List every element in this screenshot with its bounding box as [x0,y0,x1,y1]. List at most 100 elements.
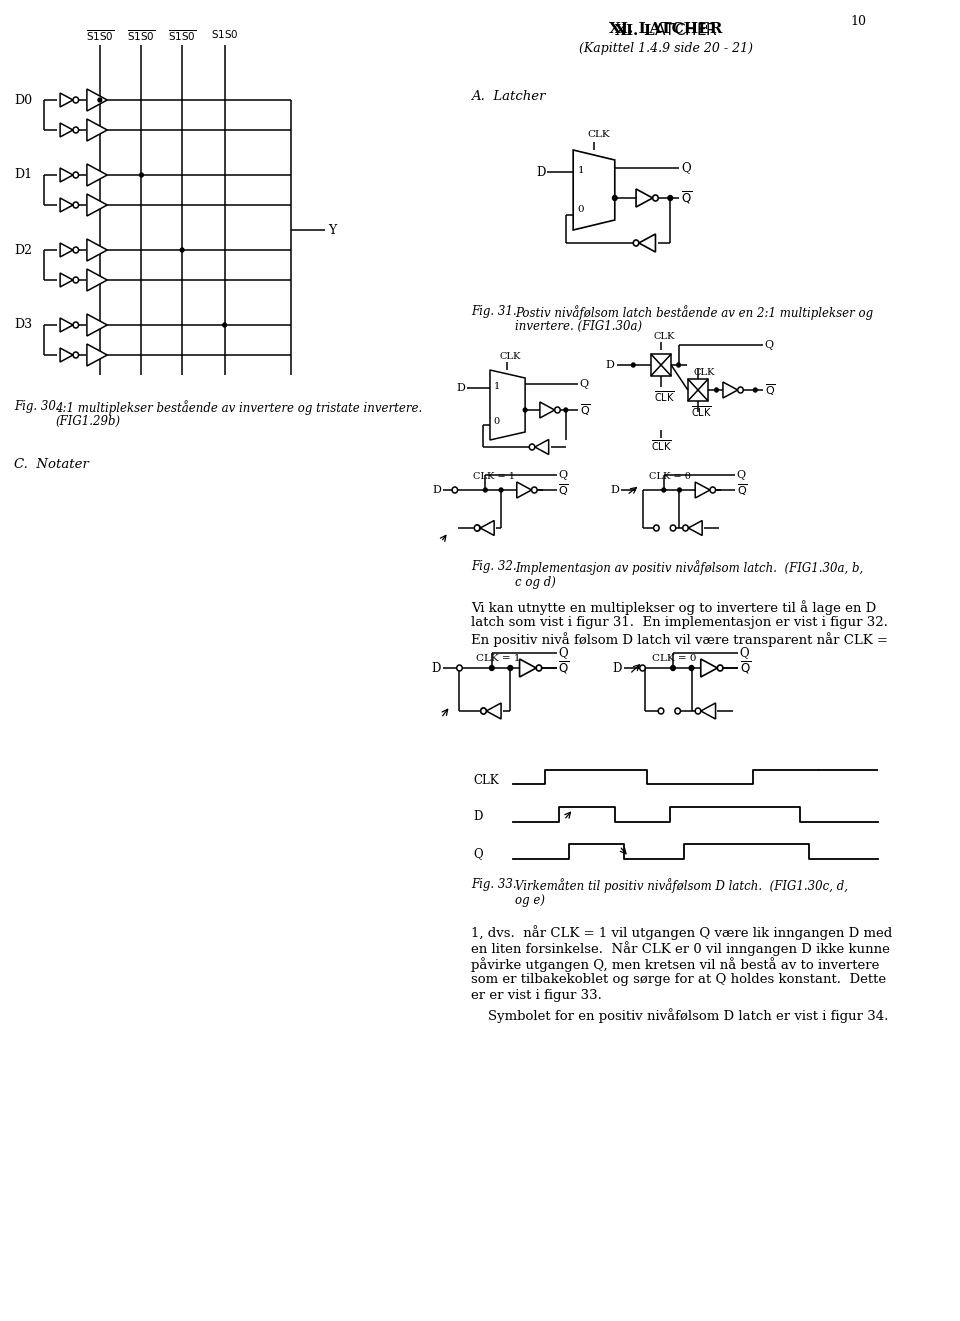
Text: som er tilbakekoblet og sørge for at Q holdes konstant.  Dette: som er tilbakekoblet og sørge for at Q h… [471,974,887,985]
Polygon shape [87,89,108,111]
Circle shape [532,487,538,493]
Circle shape [639,664,645,671]
Polygon shape [87,239,108,262]
Text: Fig. 30.: Fig. 30. [13,400,60,413]
Circle shape [710,487,715,493]
Text: Fig. 33.: Fig. 33. [471,878,517,890]
Text: CLK = 0: CLK = 0 [649,472,691,481]
Text: Q: Q [739,646,749,659]
Bar [651,354,671,376]
Text: (Kapittel 1.4.9 side 20 - 21): (Kapittel 1.4.9 side 20 - 21) [579,42,753,55]
Circle shape [564,408,567,412]
Text: Vi kan utnytte en multiplekser og to invertere til å lage en D: Vi kan utnytte en multiplekser og to inv… [471,600,876,614]
Circle shape [73,351,79,358]
Circle shape [98,98,102,102]
Circle shape [555,407,561,413]
Circle shape [457,664,462,671]
Polygon shape [519,659,537,676]
Circle shape [73,96,79,103]
Polygon shape [480,520,494,535]
Circle shape [634,240,638,246]
Text: Q: Q [737,470,746,480]
Circle shape [662,487,665,491]
Text: D1: D1 [13,169,32,181]
Circle shape [754,388,757,392]
Text: D: D [456,383,465,394]
Circle shape [695,708,701,713]
Text: D: D [432,662,441,675]
Text: D: D [612,662,622,675]
Text: Fig. 31.: Fig. 31. [471,305,517,318]
Text: 1: 1 [493,382,500,391]
Polygon shape [688,520,702,535]
Text: Q: Q [559,646,568,659]
Text: D: D [606,361,614,370]
Polygon shape [701,703,715,719]
Circle shape [737,387,743,394]
Circle shape [452,487,458,493]
Polygon shape [573,151,614,230]
Text: invertere. (FIG1.30a): invertere. (FIG1.30a) [515,320,642,333]
Circle shape [653,196,659,201]
Text: 1, dvs.  når CLK = 1 vil utgangen Q være lik inngangen D med: 1, dvs. når CLK = 1 vil utgangen Q være … [471,925,893,939]
Text: Q: Q [682,161,691,174]
Text: CLK = 0: CLK = 0 [652,654,696,663]
Circle shape [73,202,79,207]
Text: $\overline{\rm S1S0}$: $\overline{\rm S1S0}$ [128,28,156,42]
Polygon shape [695,482,710,498]
Polygon shape [723,382,737,398]
Text: C.  Notater: C. Notater [13,458,88,472]
Circle shape [537,664,541,671]
Circle shape [683,524,688,531]
Text: $\overline{\rm Q}$: $\overline{\rm Q}$ [739,659,751,676]
Polygon shape [701,659,717,676]
Circle shape [714,388,718,392]
Polygon shape [60,347,73,362]
Text: Q: Q [559,470,567,480]
Text: CLK: CLK [654,332,675,341]
Text: D3: D3 [13,318,32,332]
Text: Virkemåten til positiv nivåfølsom D latch.  (FIG1.30c, d,: Virkemåten til positiv nivåfølsom D latc… [515,878,848,893]
Text: XI. L$\mathrm{ATCHER}$: XI. L$\mathrm{ATCHER}$ [613,22,718,38]
Text: $\overline{\rm S1S0}$: $\overline{\rm S1S0}$ [168,28,196,42]
Polygon shape [60,198,73,211]
Circle shape [508,666,513,671]
Text: 0: 0 [493,417,500,425]
Polygon shape [535,440,549,454]
Polygon shape [87,314,108,336]
Text: $\rm S1S0$: $\rm S1S0$ [211,28,238,40]
Circle shape [223,324,227,328]
Text: CLK: CLK [499,351,520,361]
Text: D: D [536,165,545,178]
Text: $\overline{\rm Q}$: $\overline{\rm Q}$ [737,482,748,498]
Circle shape [529,444,535,450]
Text: CLK: CLK [588,129,610,139]
Circle shape [668,196,673,201]
Polygon shape [638,234,656,252]
Text: 4:1 multiplekser bestående av invertere og tristate invertere.: 4:1 multiplekser bestående av invertere … [56,400,422,415]
Polygon shape [60,92,73,107]
Circle shape [654,524,660,531]
Bar [687,379,708,402]
Text: En positiv nivå følsom D latch vil være transparent når CLK =: En positiv nivå følsom D latch vil være … [471,631,889,647]
Circle shape [484,487,488,491]
Circle shape [73,127,79,133]
Polygon shape [87,194,108,217]
Text: latch som vist i figur 31.  En implementasjon er vist i figur 32.: latch som vist i figur 31. En implementa… [471,616,888,629]
Text: påvirke utgangen Q, men kretsen vil nå bestå av to invertere: påvirke utgangen Q, men kretsen vil nå b… [471,956,880,972]
Text: Postiv nivåfølsom latch bestående av en 2:1 multiplekser og: Postiv nivåfølsom latch bestående av en … [515,305,873,320]
Circle shape [139,173,143,177]
Circle shape [678,487,682,491]
Polygon shape [487,703,501,719]
Circle shape [523,408,527,412]
Text: er er vist i figur 33.: er er vist i figur 33. [471,989,602,1003]
Circle shape [73,277,79,283]
Circle shape [475,524,480,531]
Text: $\overline{\rm CLK}$: $\overline{\rm CLK}$ [651,439,671,453]
Circle shape [73,172,79,178]
Text: $\overline{\rm CLK}$: $\overline{\rm CLK}$ [690,404,711,419]
Text: en liten forsinkelse.  Når CLK er 0 vil inngangen D ikke kunne: en liten forsinkelse. Når CLK er 0 vil i… [471,941,890,956]
Circle shape [671,666,675,671]
Text: og e): og e) [515,894,545,908]
Text: D: D [611,485,619,495]
